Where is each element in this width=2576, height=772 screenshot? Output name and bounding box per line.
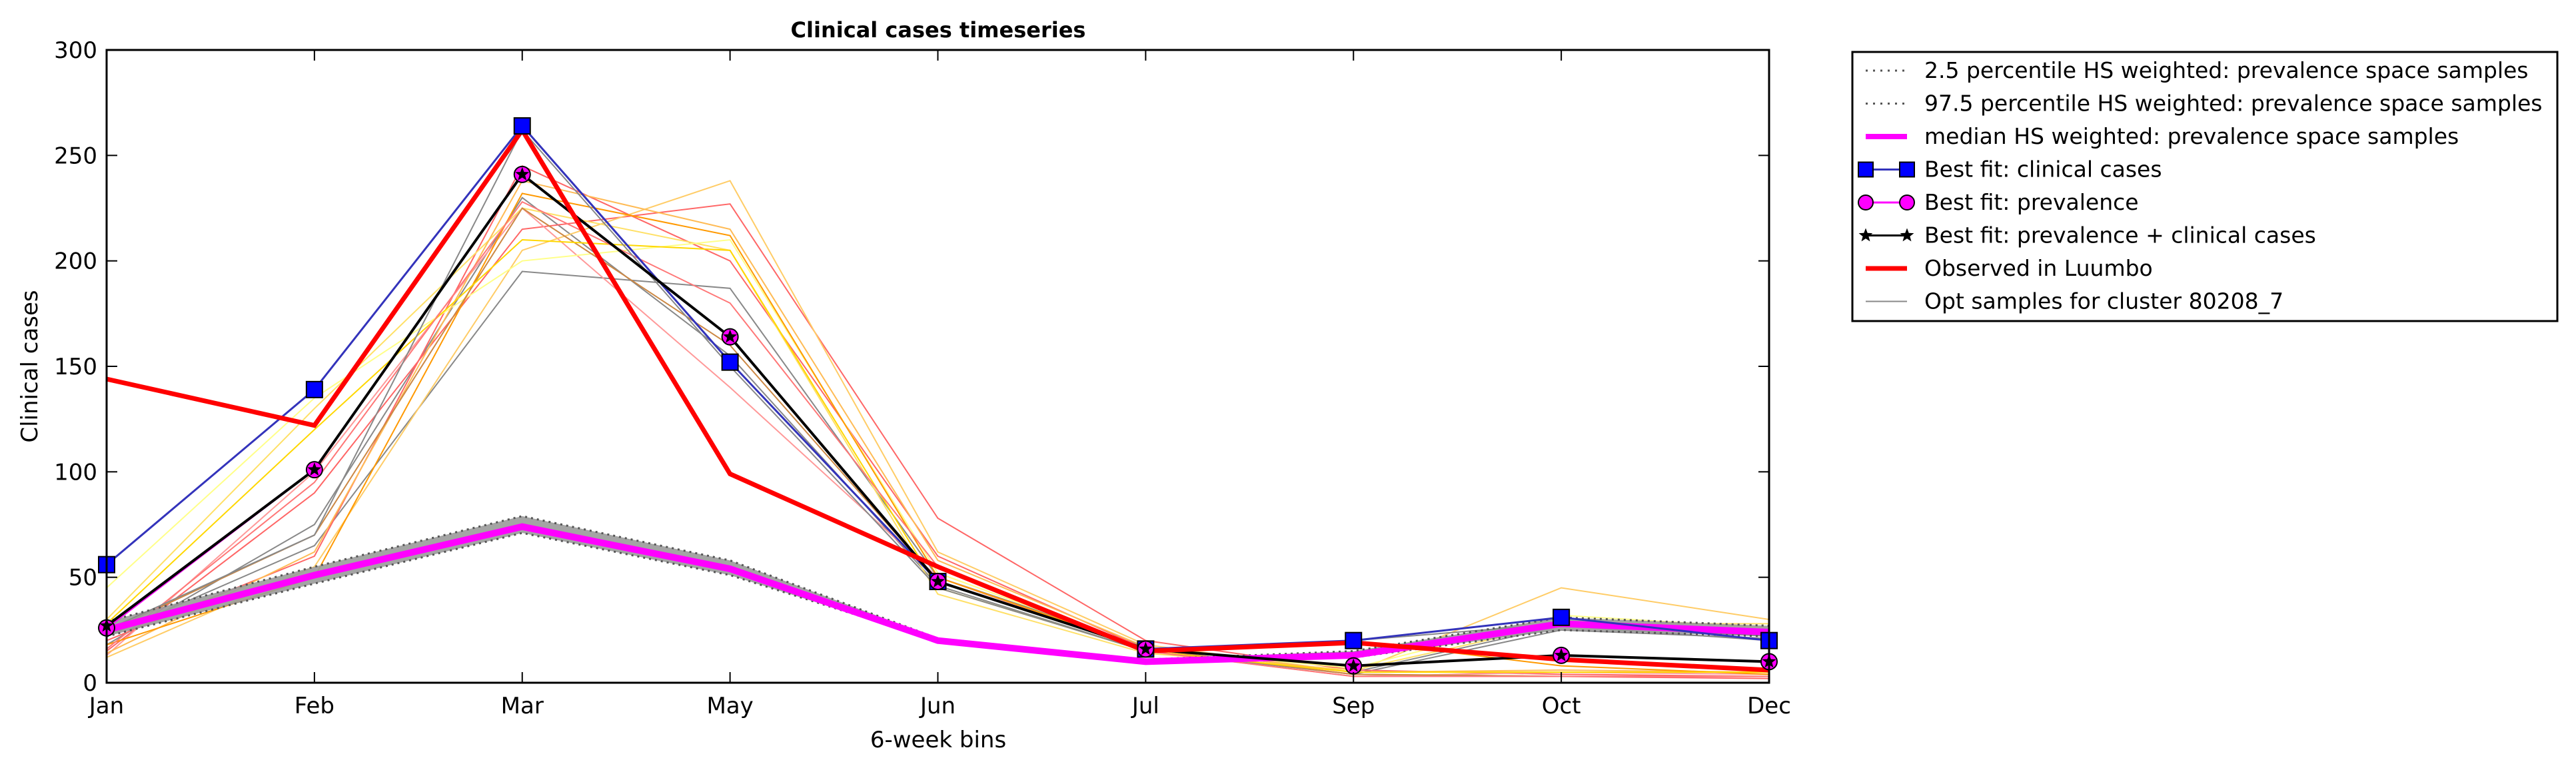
- combined-fit-point: [1138, 641, 1153, 655]
- x-tick-label: Jul: [1131, 693, 1159, 719]
- combined-fit-point: [515, 167, 530, 181]
- sample-line-2: [107, 203, 1769, 677]
- clinical-fit-point: [513, 117, 531, 135]
- series-line-6: [107, 125, 1769, 673]
- combined-fit-point: [931, 574, 945, 587]
- x-tick-label: Dec: [1747, 693, 1791, 719]
- clinical-fit-point: [1553, 608, 1571, 626]
- x-tick-label: Feb: [295, 693, 334, 719]
- sample-line-5: [107, 180, 1769, 673]
- combined-fit-point: [307, 462, 322, 476]
- legend-marker: [1899, 194, 1915, 210]
- legend-label-2: median HS weighted: prevalence space sam…: [1924, 123, 2459, 149]
- legend-label-5: Best fit: prevalence + clinical cases: [1924, 222, 2316, 248]
- clinical-fit-point: [1345, 631, 1363, 649]
- legend-label-6: Observed in Luumbo: [1924, 255, 2153, 281]
- legend-frame: [1851, 51, 2559, 322]
- legend-marker: [1858, 194, 1874, 210]
- x-tick-label: May: [706, 693, 753, 719]
- legend-label-0: 2.5 percentile HS weighted: prevalence s…: [1924, 57, 2529, 83]
- sample-line-6: [107, 207, 1769, 671]
- y-tick-label: 250: [54, 143, 97, 169]
- x-tick-label: Jun: [919, 693, 956, 719]
- clinical-fit-point: [721, 353, 739, 371]
- y-tick-label: 100: [54, 459, 97, 486]
- combined-fit-point: [1346, 658, 1361, 672]
- legend: 2.5 percentile HS weighted: prevalence s…: [1851, 51, 2559, 322]
- y-tick-label: 50: [69, 565, 97, 591]
- combined-fit-point: [1554, 647, 1569, 661]
- x-tick-label: Sep: [1332, 693, 1375, 719]
- combined-fit-point: [723, 329, 738, 343]
- sample-line-8: [107, 180, 1769, 673]
- y-tick-label: 300: [54, 37, 97, 64]
- x-tick-label: Oct: [1542, 693, 1581, 719]
- y-tick-label: 200: [54, 248, 97, 275]
- clinical-fit-point: [305, 380, 323, 398]
- legend-label-7: Opt samples for cluster 80208_7: [1924, 288, 2283, 314]
- legend-marker: [1858, 228, 1873, 242]
- legend-marker: [1899, 161, 1915, 178]
- chart-title: Clinical cases timeseries: [791, 17, 1086, 43]
- legend-label-3: Best fit: clinical cases: [1924, 157, 2162, 183]
- legend-marker: [1900, 228, 1914, 242]
- x-axis-title: 6-week bins: [870, 727, 1006, 753]
- legend-label-4: Best fit: prevalence: [1924, 189, 2139, 215]
- y-tick-label: 150: [54, 354, 97, 380]
- x-tick-label: Mar: [501, 693, 544, 719]
- x-tick-label: Jan: [88, 693, 124, 719]
- series-line-2: [107, 523, 1769, 665]
- legend-marker: [1858, 161, 1874, 178]
- legend-label-1: 97.5 percentile HS weighted: prevalence …: [1924, 91, 2543, 117]
- y-tick-label: 0: [83, 670, 97, 697]
- y-axis-title: Clinical cases: [17, 290, 43, 442]
